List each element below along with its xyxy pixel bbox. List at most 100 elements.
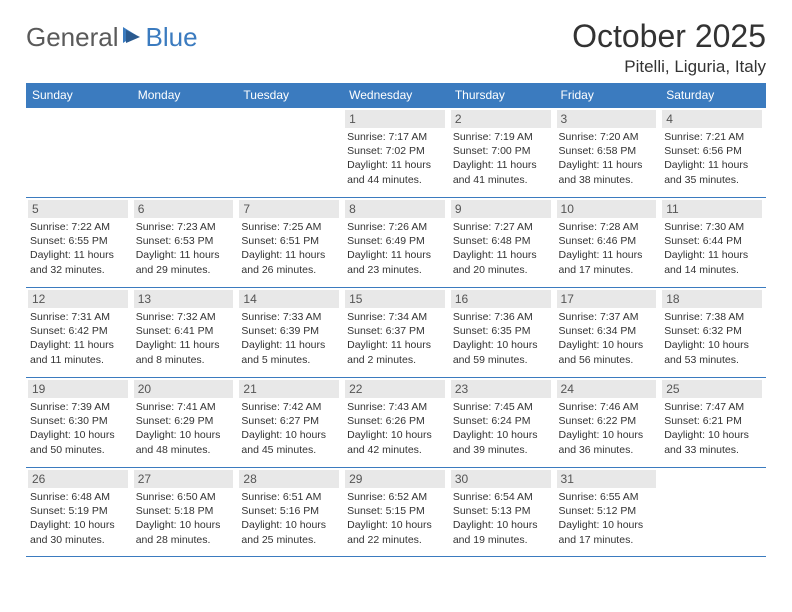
day-number: 6: [134, 200, 234, 218]
day-cell: 1 Sunrise: 7:17 AMSunset: 7:02 PMDaylight…: [343, 107, 449, 197]
day-cell: 13Sunrise: 7:32 AMSunset: 6:41 PMDayligh…: [132, 287, 238, 377]
calendar-page: General Blue October 2025 Pitelli, Ligur…: [0, 0, 792, 612]
calendar-cell: 15Sunrise: 7:34 AMSunset: 6:37 PMDayligh…: [343, 287, 449, 377]
calendar-week: 19Sunrise: 7:39 AMSunset: 6:30 PMDayligh…: [26, 377, 766, 467]
calendar-cell: 3Sunrise: 7:20 AMSunset: 6:58 PMDaylight…: [555, 107, 661, 197]
calendar-cell: 1 Sunrise: 7:17 AMSunset: 7:02 PMDaylight…: [343, 107, 449, 197]
day-number: 13: [134, 290, 234, 308]
weekday-header: Tuesday: [237, 83, 343, 107]
calendar-cell: 13Sunrise: 7:32 AMSunset: 6:41 PMDayligh…: [132, 287, 238, 377]
day-number: 16: [451, 290, 551, 308]
day-cell: 23Sunrise: 7:45 AMSunset: 6:24 PMDayligh…: [449, 377, 555, 467]
day-cell: 27Sunrise: 6:50 AMSunset: 5:18 PMDayligh…: [132, 467, 238, 557]
day-number: 20: [134, 380, 234, 398]
day-cell: 17Sunrise: 7:37 AMSunset: 6:34 PMDayligh…: [555, 287, 661, 377]
day-cell: 4 Sunrise: 7:21 AMSunset: 6:56 PMDaylight…: [660, 107, 766, 197]
day-info: Sunrise: 6:55 AMSunset: 5:12 PMDaylight:…: [557, 490, 657, 547]
day-cell: 22Sunrise: 7:43 AMSunset: 6:26 PMDayligh…: [343, 377, 449, 467]
day-cell: 12Sunrise: 7:31 AMSunset: 6:42 PMDayligh…: [26, 287, 132, 377]
day-info: Sunrise: 7:33 AMSunset: 6:39 PMDaylight:…: [239, 310, 339, 367]
day-cell: 16 Sunrise: 7:36 AMSunset: 6:35 PMDayligh…: [449, 287, 555, 377]
day-number: 4: [662, 110, 762, 128]
day-cell: 30 Sunrise: 6:54 AMSunset: 5:13 PMDayligh…: [449, 467, 555, 557]
weekday-header: Wednesday: [343, 83, 449, 107]
calendar-cell: 22Sunrise: 7:43 AMSunset: 6:26 PMDayligh…: [343, 377, 449, 467]
header: General Blue October 2025 Pitelli, Ligur…: [26, 18, 766, 77]
calendar-cell: 7Sunrise: 7:25 AMSunset: 6:51 PMDaylight…: [237, 197, 343, 287]
day-cell: 21 Sunrise: 7:42 AMSunset: 6:27 PMDayligh…: [237, 377, 343, 467]
day-number: 31: [557, 470, 657, 488]
day-info: Sunrise: 6:52 AMSunset: 5:15 PMDaylight:…: [345, 490, 445, 547]
calendar-cell: 12Sunrise: 7:31 AMSunset: 6:42 PMDayligh…: [26, 287, 132, 377]
calendar-cell: 25Sunrise: 7:47 AMSunset: 6:21 PMDayligh…: [660, 377, 766, 467]
logo-text-blue: Blue: [146, 22, 198, 53]
day-info: Sunrise: 7:41 AMSunset: 6:29 PMDaylight:…: [134, 400, 234, 457]
day-info: Sunrise: 7:42 AMSunset: 6:27 PMDaylight:…: [239, 400, 339, 457]
calendar-cell: 18Sunrise: 7:38 AMSunset: 6:32 PMDayligh…: [660, 287, 766, 377]
day-info: Sunrise: 7:26 AMSunset: 6:49 PMDaylight:…: [345, 220, 445, 277]
day-info: Sunrise: 7:27 AMSunset: 6:48 PMDaylight:…: [451, 220, 551, 277]
day-number: 23: [451, 380, 551, 398]
calendar-cell: 24Sunrise: 7:46 AMSunset: 6:22 PMDayligh…: [555, 377, 661, 467]
calendar-week: 12Sunrise: 7:31 AMSunset: 6:42 PMDayligh…: [26, 287, 766, 377]
calendar-cell: 2 Sunrise: 7:19 AMSunset: 7:00 PMDaylight…: [449, 107, 555, 197]
calendar-cell: 4 Sunrise: 7:21 AMSunset: 6:56 PMDaylight…: [660, 107, 766, 197]
day-info: Sunrise: 7:19 AMSunset: 7:00 PMDaylight:…: [451, 130, 551, 187]
empty-cell: [26, 107, 132, 197]
day-cell: 7Sunrise: 7:25 AMSunset: 6:51 PMDaylight…: [237, 197, 343, 287]
day-info: Sunrise: 7:21 AMSunset: 6:56 PMDaylight:…: [662, 130, 762, 187]
day-number: 17: [557, 290, 657, 308]
calendar-head: SundayMondayTuesdayWednesdayThursdayFrid…: [26, 83, 766, 107]
day-info: Sunrise: 7:47 AMSunset: 6:21 PMDaylight:…: [662, 400, 762, 457]
empty-cell: [237, 107, 343, 197]
weekday-header: Monday: [132, 83, 238, 107]
empty-cell: [660, 467, 766, 557]
calendar-cell: 19Sunrise: 7:39 AMSunset: 6:30 PMDayligh…: [26, 377, 132, 467]
empty-cell: [132, 107, 238, 197]
day-number: 7: [239, 200, 339, 218]
day-number: 1: [345, 110, 445, 128]
calendar-cell: 9Sunrise: 7:27 AMSunset: 6:48 PMDaylight…: [449, 197, 555, 287]
day-info: Sunrise: 7:30 AMSunset: 6:44 PMDaylight:…: [662, 220, 762, 277]
day-info: Sunrise: 7:22 AMSunset: 6:55 PMDaylight:…: [28, 220, 128, 277]
day-number: 26: [28, 470, 128, 488]
day-cell: 2 Sunrise: 7:19 AMSunset: 7:00 PMDaylight…: [449, 107, 555, 197]
calendar-cell: 11 Sunrise: 7:30 AMSunset: 6:44 PMDayligh…: [660, 197, 766, 287]
day-number: 30: [451, 470, 551, 488]
calendar-week: 26Sunrise: 6:48 AMSunset: 5:19 PMDayligh…: [26, 467, 766, 557]
day-cell: 3Sunrise: 7:20 AMSunset: 6:58 PMDaylight…: [555, 107, 661, 197]
day-info: Sunrise: 7:17 AMSunset: 7:02 PMDaylight:…: [345, 130, 445, 187]
calendar-cell: 28Sunrise: 6:51 AMSunset: 5:16 PMDayligh…: [237, 467, 343, 557]
day-cell: 11 Sunrise: 7:30 AMSunset: 6:44 PMDayligh…: [660, 197, 766, 287]
day-info: Sunrise: 6:50 AMSunset: 5:18 PMDaylight:…: [134, 490, 234, 547]
day-info: Sunrise: 7:36 AMSunset: 6:35 PMDaylight:…: [451, 310, 551, 367]
calendar-cell: 20 Sunrise: 7:41 AMSunset: 6:29 PMDayligh…: [132, 377, 238, 467]
day-cell: 8 Sunrise: 7:26 AMSunset: 6:49 PMDaylight…: [343, 197, 449, 287]
day-info: Sunrise: 7:28 AMSunset: 6:46 PMDaylight:…: [557, 220, 657, 277]
day-cell: 10Sunrise: 7:28 AMSunset: 6:46 PMDayligh…: [555, 197, 661, 287]
day-number: 8: [345, 200, 445, 218]
calendar-table: SundayMondayTuesdayWednesdayThursdayFrid…: [26, 83, 766, 557]
day-number: 14: [239, 290, 339, 308]
calendar-cell: [237, 107, 343, 197]
day-info: Sunrise: 6:54 AMSunset: 5:13 PMDaylight:…: [451, 490, 551, 547]
calendar-cell: [660, 467, 766, 557]
calendar-cell: 16 Sunrise: 7:36 AMSunset: 6:35 PMDayligh…: [449, 287, 555, 377]
logo-text-general: General: [26, 22, 119, 53]
location: Pitelli, Liguria, Italy: [572, 57, 766, 77]
calendar-week: 1 Sunrise: 7:17 AMSunset: 7:02 PMDaylight…: [26, 107, 766, 197]
day-number: 11: [662, 200, 762, 218]
calendar-cell: 27Sunrise: 6:50 AMSunset: 5:18 PMDayligh…: [132, 467, 238, 557]
calendar-cell: 17Sunrise: 7:37 AMSunset: 6:34 PMDayligh…: [555, 287, 661, 377]
calendar-cell: [132, 107, 238, 197]
day-info: Sunrise: 7:46 AMSunset: 6:22 PMDaylight:…: [557, 400, 657, 457]
day-number: 2: [451, 110, 551, 128]
day-info: Sunrise: 7:39 AMSunset: 6:30 PMDaylight:…: [28, 400, 128, 457]
day-cell: 20 Sunrise: 7:41 AMSunset: 6:29 PMDayligh…: [132, 377, 238, 467]
day-cell: 9Sunrise: 7:27 AMSunset: 6:48 PMDaylight…: [449, 197, 555, 287]
calendar-cell: [26, 107, 132, 197]
calendar-cell: 10Sunrise: 7:28 AMSunset: 6:46 PMDayligh…: [555, 197, 661, 287]
day-number: 21: [239, 380, 339, 398]
day-info: Sunrise: 7:31 AMSunset: 6:42 PMDaylight:…: [28, 310, 128, 367]
day-number: 18: [662, 290, 762, 308]
